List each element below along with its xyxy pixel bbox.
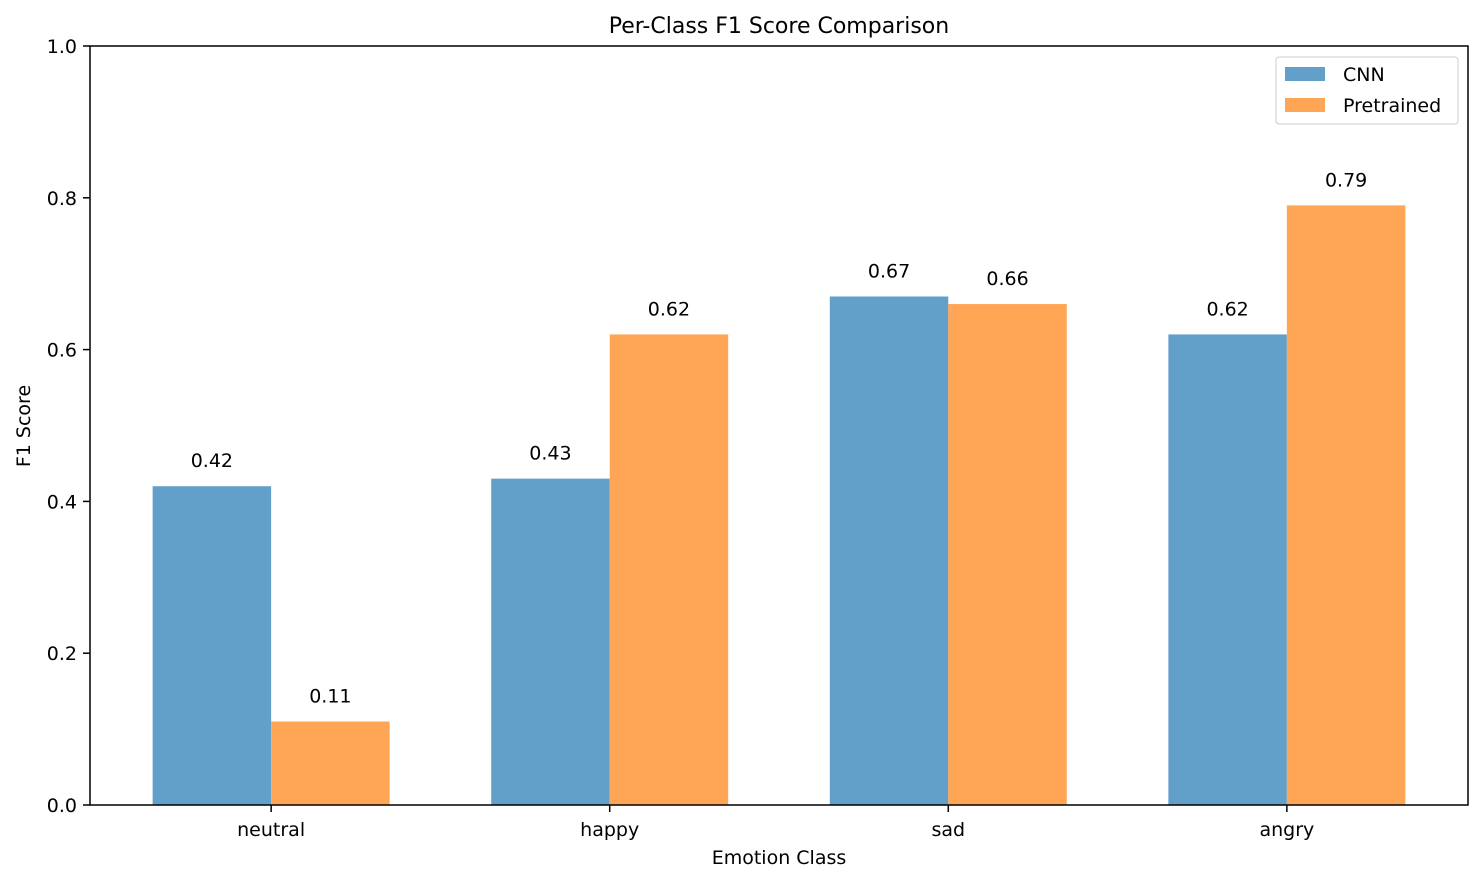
data-label-pretrained-angry: 0.79 [1325,169,1367,191]
y-tick-label: 0.4 [47,491,77,513]
y-tick-label: 0.2 [47,643,77,665]
data-label-pretrained-happy: 0.62 [648,298,690,320]
x-axis-label: Emotion Class [712,847,847,869]
x-tick-label-neutral: neutral [237,819,305,841]
legend-label-pretrained: Pretrained [1343,95,1441,117]
y-tick-label: 0.8 [47,188,77,210]
x-tick-label-happy: happy [580,819,639,841]
x-tick-label-angry: angry [1259,819,1314,841]
y-tick-label: 0.6 [47,340,77,362]
legend-swatch-cnn [1285,67,1325,81]
data-label-cnn-neutral: 0.42 [191,450,233,472]
x-tick-label-sad: sad [931,819,965,841]
data-label-cnn-happy: 0.43 [529,443,571,465]
y-tick-label: 0.0 [47,795,77,817]
bar-cnn-angry [1168,334,1287,805]
data-labels-group: 0.42 0.43 0.67 0.62 0.11 0.62 0.66 0.79 [191,169,1368,707]
y-tick-label: 1.0 [47,36,77,58]
bar-cnn-neutral [152,486,272,805]
plot-frame [89,45,1469,806]
bar-pretrained-neutral [271,721,390,805]
bar-cnn-happy [491,478,610,805]
data-label-pretrained-neutral: 0.11 [309,686,351,708]
data-label-cnn-sad: 0.67 [868,260,910,282]
bar-cnn-sad [829,296,949,805]
bar-pretrained-happy [609,334,729,805]
y-axis: 0.0 0.2 0.4 0.6 0.8 1.0 [47,36,90,817]
bars-group [152,205,1406,805]
data-label-cnn-angry: 0.62 [1206,298,1248,320]
bar-pretrained-sad [948,304,1067,805]
legend-label-cnn: CNN [1343,64,1385,86]
x-axis: neutral happy sad angry [237,805,1314,841]
legend: CNN Pretrained [1275,56,1459,125]
bar-pretrained-angry [1286,205,1406,805]
legend-swatch-pretrained [1285,98,1325,112]
chart-title: Per-Class F1 Score Comparison [609,14,949,39]
y-axis-label: F1 Score [13,385,35,467]
data-label-pretrained-sad: 0.66 [986,268,1028,290]
